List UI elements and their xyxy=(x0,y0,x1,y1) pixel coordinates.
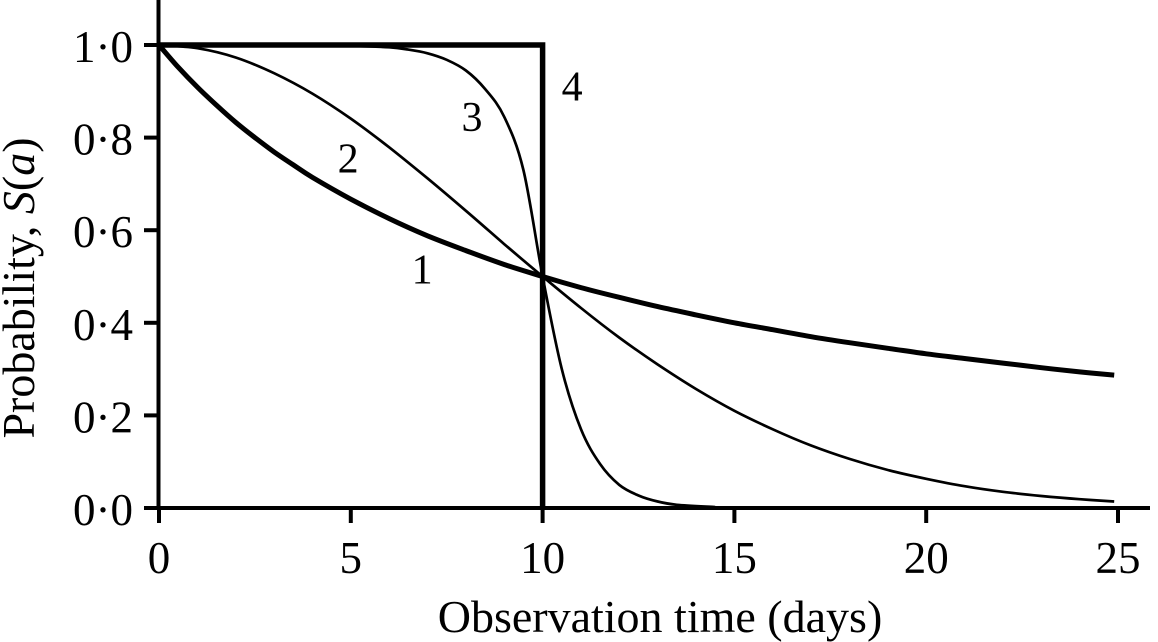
curve-2 xyxy=(158,43,1115,503)
y-tick-label: 1·0 xyxy=(73,22,133,72)
x-tick-label: 15 xyxy=(712,533,757,583)
x-axis-title: Observation time (days) xyxy=(438,591,883,642)
x-tick-label: 20 xyxy=(904,533,949,583)
curve-label-2: 2 xyxy=(338,136,359,182)
y-axis-title: Probability, S(a) xyxy=(0,137,44,438)
curves xyxy=(157,42,1115,509)
x-tick-label: 10 xyxy=(520,533,565,583)
y-ticks xyxy=(144,43,159,510)
curve-3 xyxy=(158,43,716,509)
y-tick-labels: 0·0 0·2 0·4 0·6 0·8 1·0 xyxy=(73,22,133,535)
curve-4 xyxy=(159,42,546,508)
axes xyxy=(156,0,1150,510)
y-tick-label: 0·4 xyxy=(73,300,133,350)
curve-1 xyxy=(157,43,1115,378)
x-tick-labels: 0 5 10 15 20 25 xyxy=(148,533,1141,583)
y-tick-label: 0·6 xyxy=(73,207,133,257)
y-tick-label: 0·0 xyxy=(73,485,133,535)
curve-label-4: 4 xyxy=(562,65,583,111)
x-tick-label: 25 xyxy=(1096,533,1141,583)
curve-label-1: 1 xyxy=(412,248,433,294)
x-tick-label: 5 xyxy=(340,533,363,583)
curve-label-3: 3 xyxy=(462,95,483,141)
x-tick-label: 0 xyxy=(148,533,171,583)
curve-labels: 1 2 3 4 xyxy=(338,65,583,294)
y-tick-label: 0·2 xyxy=(73,392,133,442)
x-ticks xyxy=(157,508,1120,523)
y-tick-label: 0·8 xyxy=(73,115,133,165)
